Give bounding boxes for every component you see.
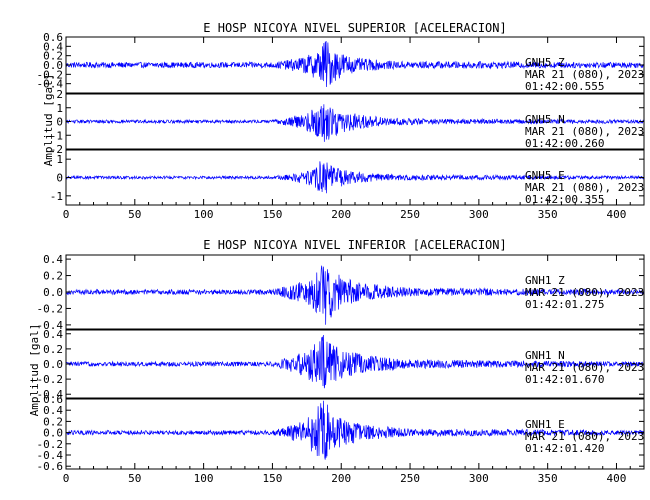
station-component-label: GNH1 Z [525,274,565,287]
x-tick-label: 0 [63,472,70,485]
y-tick-label: 1 [56,102,63,115]
record-date-label: MAR 21 (080), 2023 [525,181,644,194]
y-tick-label: 0.4 [43,328,63,341]
upper-title: E HOSP NICOYA NIVEL SUPERIOR [ACELERACIO… [203,21,506,35]
y-tick-label: -2 [50,143,63,156]
y-tick-label: -0.2 [37,68,64,81]
y-tick-label: 0.2 [43,343,63,356]
record-date-label: MAR 21 (080), 2023 [525,286,644,299]
y-tick-label: 2 [56,88,63,101]
waveform-trace [65,265,645,325]
record-time-label: 01:42:01.420 [525,442,604,455]
x-tick-label: 50 [128,472,141,485]
y-tick-label: 0 [56,172,63,185]
record-date-label: MAR 21 (080), 2023 [525,430,644,443]
lower-title: E HOSP NICOYA NIVEL INFERIOR [ACELERACIO… [203,238,506,252]
waveform-trace [65,161,645,194]
y-tick-label: -0.4 [37,319,64,332]
station-component-label: GNH5 E [525,169,565,182]
upper-figure: E HOSP NICOYA NIVEL SUPERIOR [ACELERACIO… [37,21,645,221]
y-tick-label: 0.0 [43,59,63,72]
x-tick-label: 200 [331,472,351,485]
x-tick-label: 400 [607,472,627,485]
record-time-label: 01:42:00.260 [525,137,604,150]
y-tick-label: -1 [50,129,63,142]
x-tick-label: 400 [607,208,627,221]
y-tick-label: 0.0 [43,286,63,299]
upper-x-axis: 0 50 100 150 200 250 300 350 400 [63,37,631,221]
record-date-label: MAR 21 (080), 2023 [525,125,644,138]
station-component-label: GNH1 E [525,418,565,431]
y-tick-label: -0.6 [37,460,64,473]
record-date-label: MAR 21 (080), 2023 [525,361,644,374]
y-tick-label: -0.4 [37,388,64,401]
x-tick-label: 250 [400,208,420,221]
record-time-label: 01:42:01.275 [525,298,604,311]
x-tick-label: 200 [331,208,351,221]
record-time-label: 01:42:00.355 [525,193,604,206]
y-tick-label: 0.6 [43,393,63,406]
waveform-trace [65,335,645,389]
y-tick-label: -0.2 [37,302,64,315]
record-time-label: 01:42:01.670 [525,373,604,386]
station-component-label: GNH1 N [525,349,565,362]
y-tick-label: 0.2 [43,270,63,283]
waveform-trace [65,400,645,460]
record-date-label: MAR 21 (080), 2023 [525,68,644,81]
y-tick-label: 0.0 [43,427,63,440]
x-tick-label: 150 [262,472,282,485]
y-tick-label: 0.0 [43,358,63,371]
x-tick-label: 150 [262,208,282,221]
upper-ylabel: Amplitud [gal] [42,74,55,167]
x-tick-label: 350 [538,472,558,485]
y-tick-label: 0.2 [43,415,63,428]
y-tick-label: 0.6 [43,31,63,44]
x-tick-label: 50 [128,208,141,221]
y-tick-label: 0.4 [43,40,63,53]
y-tick-label: 0.4 [43,253,63,266]
y-tick-label: -1 [50,190,63,203]
record-time-label: 01:42:00.555 [525,80,604,93]
y-tick-label: 0 [56,116,63,129]
lower-x-axis: 0 50 100 150 200 250 300 350 400 [63,255,631,485]
lower-ylabel: Amplitud [gal] [28,324,41,417]
y-tick-label: -0.2 [37,373,64,386]
waveform-trace [65,104,645,142]
y-tick-label: 1 [56,153,63,166]
x-tick-label: 250 [400,472,420,485]
y-tick-label: 0.4 [43,404,63,417]
x-tick-label: 300 [469,208,489,221]
x-tick-label: 350 [538,208,558,221]
station-component-label: GNH5 Z [525,56,565,69]
x-tick-label: 100 [194,208,214,221]
station-component-label: GNH5 N [525,113,565,126]
y-tick-label: -0.2 [37,438,64,451]
y-tick-label: -0.4 [37,78,64,91]
y-tick-label: -0.4 [37,449,64,462]
waveform-trace [65,41,645,88]
y-tick-label: 0.2 [43,50,63,63]
x-tick-label: 0 [63,208,70,221]
lower-figure: E HOSP NICOYA NIVEL INFERIOR [ACELERACIO… [28,238,645,485]
x-tick-label: 300 [469,472,489,485]
x-tick-label: 100 [194,472,214,485]
